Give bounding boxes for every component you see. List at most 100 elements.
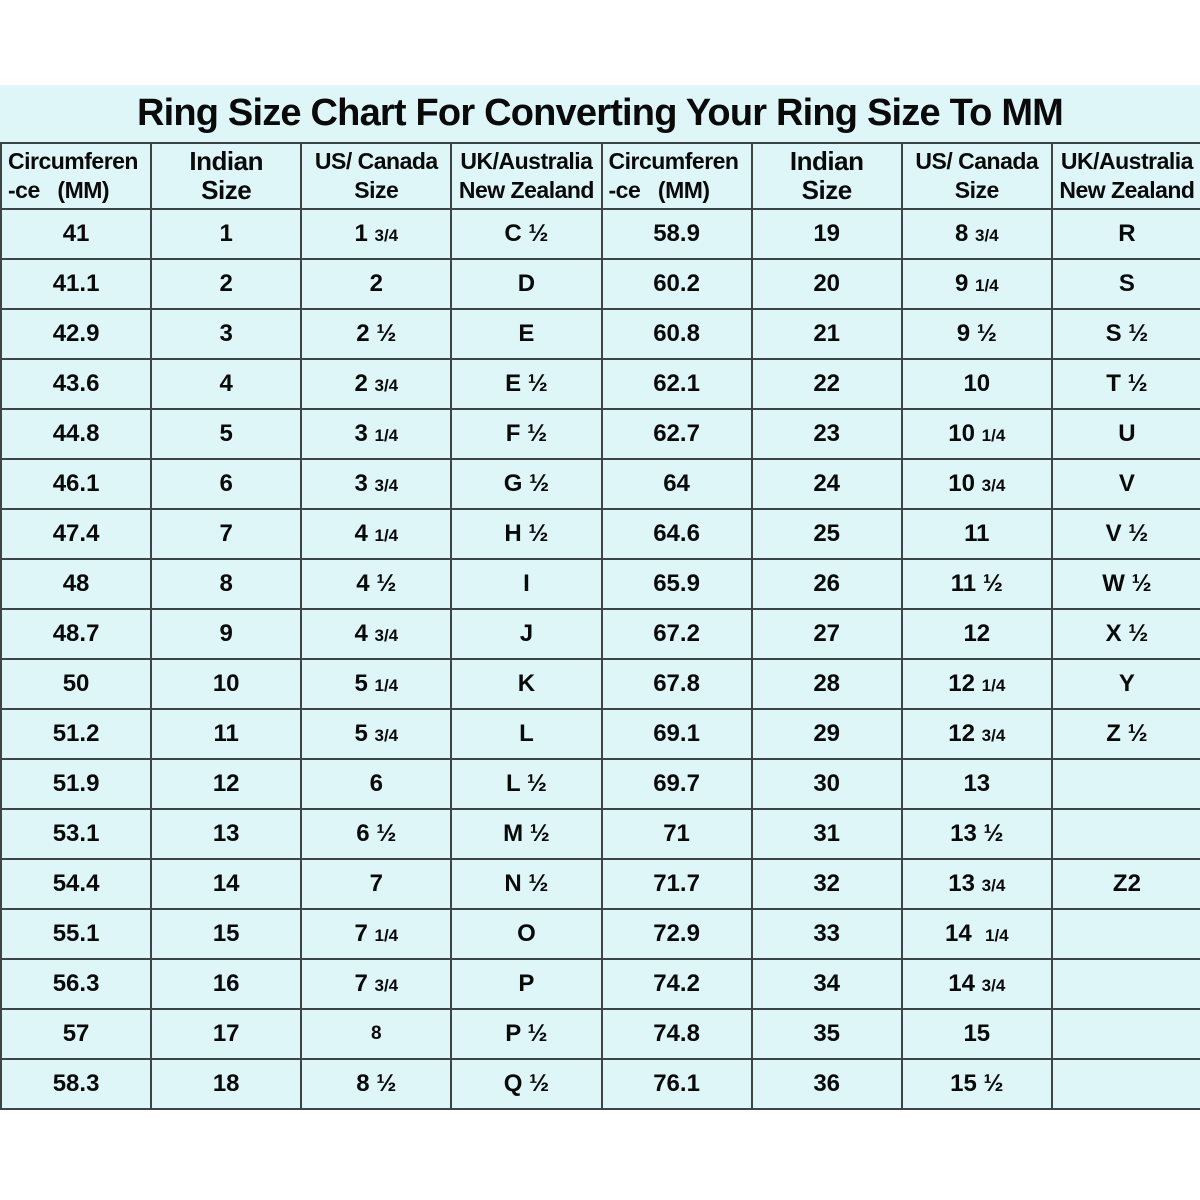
table-cell: 71.7 (600, 858, 753, 910)
table-cell: 8 3/4 (900, 208, 1053, 260)
table-row: 57 17 8 P ½ 74.8 35 15 (0, 1008, 1200, 1060)
table-row: 48.7 9 4 3/4 J 67.2 27 12 X ½ (0, 608, 1200, 660)
table-cell: 14 (150, 858, 303, 910)
table-cell: 4 (150, 358, 303, 410)
header-line: Indian (189, 146, 263, 176)
table-cell: Y (1050, 658, 1200, 710)
header-line: US/ Canada (915, 148, 1039, 174)
table-cell: 8 ½ (300, 1058, 453, 1110)
header-line: US/ Canada (314, 148, 438, 174)
column-header-us-canada-size: US/ Canada Size (900, 142, 1053, 210)
table-row: 44.8 5 3 1/4 F ½ 62.7 23 10 1/4 U (0, 408, 1200, 460)
table-cell: 29 (750, 708, 903, 760)
table-cell: 18 (150, 1058, 303, 1110)
table-cell: 25 (750, 508, 903, 560)
header-line: New Zealand (458, 177, 595, 203)
table-cell: 26 (750, 558, 903, 610)
table-body: 41 1 1 3/4 C ½ 58.9 19 8 3/4 R 41.1 2 2 D 60.2 20 9 1/… (0, 208, 1200, 1110)
fraction-text: 3/4 (981, 876, 1006, 895)
header-line: Size (201, 175, 252, 205)
table-cell: 3 3/4 (300, 458, 453, 510)
table-cell: 7 (300, 858, 453, 910)
table-cell: 44.8 (0, 408, 153, 460)
fraction-text: 1/4 (374, 426, 399, 445)
table-cell: L ½ (450, 758, 603, 810)
header-line: Indian (789, 146, 864, 176)
table-cell: E (450, 308, 603, 360)
header-line: -ce (MM) (8, 177, 110, 203)
table-cell: 7 (150, 508, 303, 560)
fraction-text: 1/4 (985, 926, 1009, 945)
fraction-text: 1/4 (374, 526, 399, 545)
table-cell: 64 (600, 458, 753, 510)
table-cell: 2 ½ (300, 308, 453, 360)
table-cell: I (450, 558, 603, 610)
table-cell: Q ½ (450, 1058, 603, 1110)
table-cell: 9 1/4 (900, 258, 1053, 310)
table-cell: 7 1/4 (300, 908, 453, 960)
fraction-text: 1/4 (975, 276, 999, 295)
table-cell: 7 3/4 (300, 958, 453, 1010)
header-line: Size (801, 175, 853, 205)
table-cell: S (1050, 258, 1200, 310)
table-cell: 13 (150, 808, 303, 860)
table-row: 54.4 14 7 N ½ 71.7 32 13 3/4 Z2 (0, 858, 1200, 910)
ring-size-chart-panel: Ring Size Chart For Converting Your Ring… (0, 85, 1200, 1110)
table-cell: 41 (0, 208, 153, 260)
table-cell: P ½ (450, 1008, 603, 1060)
table-row: 55.1 15 7 1/4 O 72.9 33 14 1/4 (0, 908, 1200, 960)
table-cell: L (450, 708, 603, 760)
table-cell: W ½ (1050, 558, 1200, 610)
table-cell: 12 3/4 (900, 708, 1053, 760)
table-row: 56.3 16 7 3/4 P 74.2 34 14 3/4 (0, 958, 1200, 1010)
table-cell: 67.2 (600, 608, 753, 660)
table-cell (1050, 808, 1200, 860)
table-row: 47.4 7 4 1/4 H ½ 64.6 25 11 V ½ (0, 508, 1200, 560)
table-cell: 12 (150, 758, 303, 810)
table-cell: 4 3/4 (300, 608, 453, 660)
table-cell: 48.7 (0, 608, 153, 660)
table-cell: 46.1 (0, 458, 153, 510)
table-cell: 6 ½ (300, 808, 453, 860)
table-cell: 71 (600, 808, 753, 860)
table-cell: U (1050, 408, 1200, 460)
table-cell: 2 (300, 258, 453, 310)
table-cell: 64.6 (600, 508, 753, 560)
table-cell: 10 1/4 (900, 408, 1053, 460)
table-cell: 9 (150, 608, 303, 660)
table-cell: 53.1 (0, 808, 153, 860)
page-title: Ring Size Chart For Converting Your Ring… (136, 92, 1064, 134)
column-header-indian-size: Indian Size (750, 142, 903, 210)
table-cell: 13 (900, 758, 1053, 810)
table-cell: 5 3/4 (300, 708, 453, 760)
table-cell: 1 (150, 208, 303, 260)
table-cell: 4 1/4 (300, 508, 453, 560)
table-cell: 11 (900, 508, 1053, 560)
column-header-us-canada-size: US/ Canada Size (300, 142, 453, 210)
column-header-uk-australia-nz: UK/Australia New Zealand (1050, 142, 1200, 210)
header-line: -ce (MM) (608, 177, 711, 203)
table-cell: 69.7 (600, 758, 753, 810)
table-cell: 15 (150, 908, 303, 960)
table-cell: 67.8 (600, 658, 753, 710)
table-cell: 50 (0, 658, 153, 710)
table-cell: C ½ (450, 208, 603, 260)
table-cell: 15 ½ (900, 1058, 1053, 1110)
table-cell: 55.1 (0, 908, 153, 960)
table-cell: 32 (750, 858, 903, 910)
table-cell: 76.1 (600, 1058, 753, 1110)
table-cell: O (450, 908, 603, 960)
fraction-text: 3/4 (374, 226, 399, 245)
header-line: Circumferen (8, 148, 138, 174)
table-cell: 14 3/4 (900, 958, 1053, 1010)
table-cell (1050, 958, 1200, 1010)
table-cell: 20 (750, 258, 903, 310)
table-cell: 5 (150, 408, 303, 460)
table-cell: 6 (150, 458, 303, 510)
fraction-text: 3/4 (374, 626, 399, 645)
table-cell: 57 (0, 1008, 153, 1060)
fraction-text: 3/4 (374, 726, 399, 745)
